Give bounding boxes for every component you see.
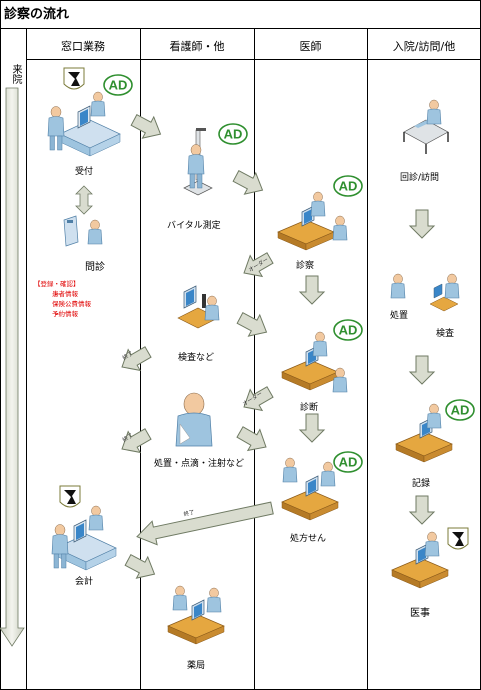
lab-icon <box>429 283 459 312</box>
logo-icon <box>63 67 85 90</box>
lab-tech-icon <box>204 295 220 321</box>
header-divider <box>26 59 481 60</box>
title-divider <box>0 28 481 29</box>
column-header-nurse: 看護師・他 <box>169 40 225 53</box>
diagnosis-label: 診断 <box>300 403 319 413</box>
ad-badge-icon <box>333 451 363 473</box>
doctor-desk-icon <box>281 345 339 391</box>
column-divider-4 <box>367 28 368 690</box>
reception-label: 受付 <box>75 167 94 177</box>
down-arrow-icon <box>409 495 435 525</box>
logo-icon <box>59 485 81 508</box>
medical-office-desk-icon <box>391 543 449 589</box>
column-header-inpatient: 入院/訪問/他 <box>392 40 456 53</box>
lab-tech-icon <box>444 273 460 299</box>
doctor-icon <box>310 191 326 217</box>
patient-icon <box>187 144 205 189</box>
treatment-person-icon <box>175 392 213 447</box>
down-arrow-icon <box>409 209 435 239</box>
flow-arrow <box>229 164 269 202</box>
flow-arrow <box>233 306 273 344</box>
registration-item: 保険公費情報 <box>34 299 91 309</box>
down-arrow-icon <box>409 355 435 385</box>
ad-badge-icon <box>333 319 363 341</box>
rounds-label: 回診/訪問 <box>400 173 440 183</box>
registration-title: 【登録・確認】 <box>34 280 80 288</box>
checkout-label: 会計 <box>75 577 94 587</box>
exam-label: 診察 <box>296 261 315 271</box>
procedure-label: 処置 <box>390 311 409 321</box>
patient-icon <box>320 461 336 487</box>
reception-desk-icon <box>59 105 121 157</box>
done-arrow <box>115 423 155 460</box>
nurse-icon <box>87 219 103 245</box>
record-label: 記録 <box>412 479 431 489</box>
visit-flow-arrow <box>0 87 25 647</box>
prescription-label: 処方せん <box>290 534 327 544</box>
ad-badge-icon <box>218 123 248 145</box>
done-arrow <box>136 501 274 546</box>
interview-label: 問診 <box>85 262 105 273</box>
pharmacist-icon <box>172 585 188 611</box>
flow-arrow <box>127 108 167 146</box>
medical-office-label: 医事 <box>410 608 430 619</box>
clipboard-icon <box>63 215 79 247</box>
ad-badge-icon <box>333 175 363 197</box>
registration-item: 患者情報 <box>34 289 91 299</box>
column-divider-3 <box>254 28 255 690</box>
down-arrow-icon <box>299 275 325 305</box>
diagram-title: 診察の流れ <box>4 7 70 22</box>
registration-box: 【登録・確認】 患者情報 保険公費情報 予約情報 <box>34 279 91 319</box>
doctor-icon <box>282 457 298 483</box>
doctor-icon <box>426 99 442 125</box>
patient-icon <box>47 106 65 151</box>
flow-arrow <box>233 421 273 458</box>
column-divider-1 <box>26 28 27 690</box>
column-header-doctor: 医師 <box>299 40 322 53</box>
flow-arrow <box>121 548 161 586</box>
clerk-icon <box>424 531 440 557</box>
tests-label: 検査など <box>178 353 215 363</box>
patient-icon <box>206 587 222 613</box>
registration-item: 予約情報 <box>34 309 91 319</box>
cashier-icon <box>88 505 104 531</box>
updown-arrow-icon <box>75 185 93 215</box>
done-arrow <box>115 341 155 378</box>
bed-icon <box>403 116 449 154</box>
done-label-3: 終了 <box>183 508 195 518</box>
logo-icon <box>447 527 469 550</box>
down-arrow-icon <box>299 413 325 443</box>
lab-icon <box>177 285 219 329</box>
inspection-label: 検査 <box>436 329 455 339</box>
patient-icon <box>332 215 348 241</box>
receptionist-icon <box>90 91 106 117</box>
ad-badge-icon <box>445 399 475 421</box>
clerk-icon <box>426 403 442 429</box>
treatment-label: 処置・点滴・注射など <box>154 459 245 469</box>
pharmacy-label: 薬局 <box>187 661 206 671</box>
treatment-icon <box>390 273 406 299</box>
visit-label: 来院 <box>10 64 21 84</box>
column-header-window: 窓口業務 <box>61 40 105 53</box>
vitals-label: バイタル測定 <box>167 221 221 231</box>
ad-badge-icon <box>103 74 133 96</box>
doctor-icon <box>312 331 328 357</box>
doctor-desk-icon <box>277 205 335 251</box>
record-desk-icon <box>395 417 453 463</box>
patient-icon <box>51 524 69 569</box>
